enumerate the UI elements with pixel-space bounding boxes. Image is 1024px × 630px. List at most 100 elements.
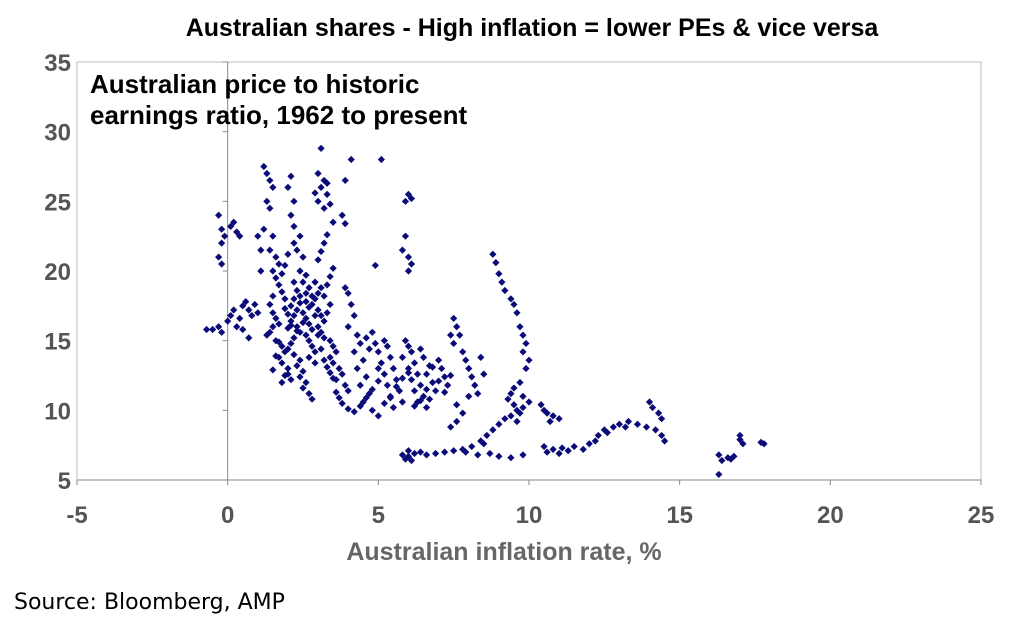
data-point xyxy=(477,353,485,361)
data-point xyxy=(537,401,545,409)
data-point xyxy=(633,420,642,428)
data-point xyxy=(730,452,738,460)
data-point xyxy=(272,314,280,322)
data-point xyxy=(648,403,657,412)
data-point xyxy=(233,323,241,331)
data-point xyxy=(368,406,376,414)
data-point xyxy=(504,395,512,403)
data-point xyxy=(323,363,331,371)
data-point xyxy=(362,334,370,342)
data-point xyxy=(202,325,211,334)
chart-title: Australian shares - High inflation = low… xyxy=(185,14,879,42)
data-point xyxy=(486,449,494,458)
data-point xyxy=(645,398,654,406)
data-point xyxy=(483,431,491,440)
data-point xyxy=(362,394,370,402)
data-point xyxy=(501,286,509,295)
data-point xyxy=(428,363,437,371)
data-point xyxy=(314,323,322,331)
data-point xyxy=(335,394,343,402)
data-point xyxy=(383,342,391,350)
data-point xyxy=(453,401,461,409)
data-point xyxy=(404,253,413,261)
data-point xyxy=(332,348,340,356)
data-point xyxy=(263,197,271,205)
data-point xyxy=(585,440,593,448)
data-point xyxy=(284,364,292,373)
data-point xyxy=(290,311,298,320)
source-note: Source: Bloomberg, AMP xyxy=(14,590,285,615)
data-point xyxy=(278,288,286,296)
data-point xyxy=(441,388,449,396)
data-point xyxy=(338,211,346,219)
data-point xyxy=(435,356,443,364)
y-tick-label: 15 xyxy=(44,329,71,356)
data-point xyxy=(459,409,467,417)
data-point xyxy=(416,396,425,405)
data-point xyxy=(368,328,376,336)
data-point xyxy=(278,270,286,278)
data-point xyxy=(266,300,274,309)
data-point xyxy=(407,260,416,268)
data-point xyxy=(347,300,355,309)
data-point xyxy=(513,406,521,414)
data-point xyxy=(501,415,509,423)
data-point xyxy=(260,162,268,171)
data-point xyxy=(453,323,461,331)
data-point xyxy=(254,232,262,240)
data-point xyxy=(480,440,488,448)
data-point xyxy=(736,435,744,444)
data-point xyxy=(374,377,382,385)
data-point xyxy=(543,409,551,417)
data-point xyxy=(654,409,663,417)
data-point xyxy=(302,378,310,387)
data-point xyxy=(326,272,334,281)
data-point xyxy=(477,437,485,445)
data-point xyxy=(305,284,313,292)
data-point xyxy=(507,390,515,398)
data-point xyxy=(392,383,401,391)
data-point xyxy=(510,384,518,392)
data-point xyxy=(311,359,319,367)
data-point xyxy=(236,314,244,322)
data-point xyxy=(317,247,325,256)
data-point xyxy=(715,451,723,459)
data-point xyxy=(489,426,497,434)
data-point xyxy=(221,232,229,240)
data-point xyxy=(525,356,533,364)
data-point xyxy=(287,317,295,325)
data-point xyxy=(293,362,301,370)
data-point xyxy=(323,309,331,317)
data-point xyxy=(281,295,289,303)
y-tick-label: 5 xyxy=(58,468,71,495)
data-point xyxy=(302,298,310,306)
data-point xyxy=(398,246,407,254)
data-point xyxy=(380,337,388,345)
data-point xyxy=(302,314,310,322)
data-point xyxy=(305,337,313,345)
data-point xyxy=(359,356,367,364)
data-point xyxy=(398,374,407,382)
data-point xyxy=(218,239,226,247)
data-point xyxy=(447,423,455,431)
data-point xyxy=(314,331,322,339)
data-point xyxy=(329,374,337,382)
data-point xyxy=(263,331,271,339)
data-point xyxy=(296,232,304,240)
data-point xyxy=(320,204,328,212)
data-point xyxy=(311,348,319,356)
data-point xyxy=(323,190,331,198)
data-point xyxy=(507,454,515,462)
data-point xyxy=(272,274,280,282)
data-point xyxy=(272,253,280,261)
data-point xyxy=(293,246,301,254)
data-point xyxy=(558,444,566,452)
data-point xyxy=(302,271,310,279)
data-point xyxy=(236,232,244,240)
data-point xyxy=(404,267,413,275)
data-point xyxy=(410,359,419,367)
data-point xyxy=(570,442,578,451)
data-point xyxy=(329,359,337,367)
data-point xyxy=(215,253,223,261)
data-point xyxy=(320,292,328,300)
